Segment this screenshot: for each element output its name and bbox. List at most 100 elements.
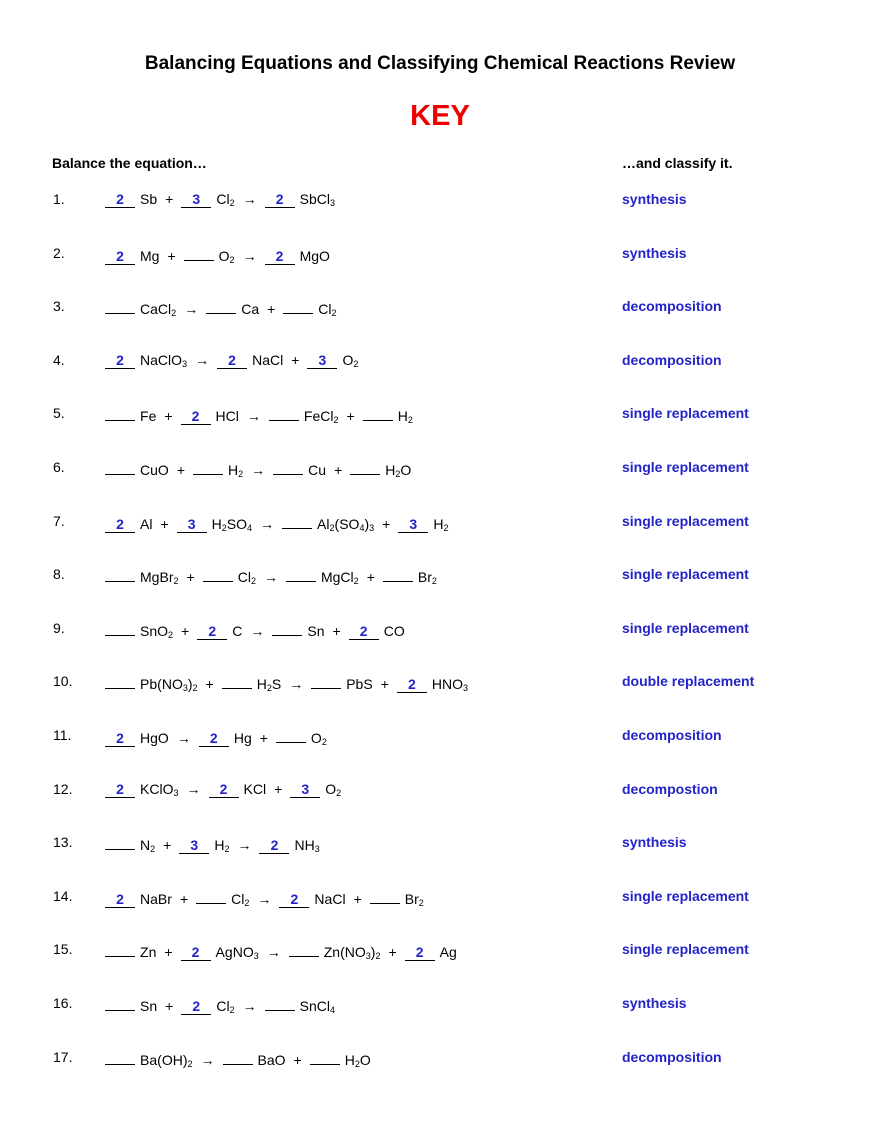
coefficient-blank: 2	[105, 192, 135, 208]
equation: 2 Al +3 H2SO4 → Al2(SO4)3 +3 H2	[105, 513, 448, 533]
item-number: 8.	[53, 566, 65, 583]
equation: 2 NaBr + Cl2 → 2 NaCl + Br2	[105, 888, 424, 908]
coefficient-blank	[272, 620, 303, 636]
plus-sign: +	[164, 944, 173, 961]
formula: NaCl	[252, 351, 284, 368]
equation: Fe +2 HCl → FeCl2 + H2	[105, 405, 413, 426]
plus-sign: +	[380, 676, 389, 693]
coefficient-blank: 2	[105, 248, 135, 265]
coefficient-blank	[309, 1049, 340, 1065]
equation-row: 3. CaCl2 → Ca + Cl2 decomposition	[0, 298, 880, 318]
formula: Cl2	[216, 191, 235, 208]
arrow: →	[260, 515, 275, 532]
coefficient-blank	[206, 298, 237, 315]
formula: Cl2	[318, 301, 337, 319]
plus-sign: +	[205, 676, 214, 693]
equation-row: 9. SnO2 +2 C → Sn +2 CO single replacement	[0, 620, 880, 640]
coefficient-blank	[350, 459, 381, 475]
equation: 2 Mg + O2 → 2 MgO	[105, 245, 330, 265]
formula: NaBr	[140, 890, 172, 907]
classification: single replacement	[622, 887, 749, 904]
formula: O2	[310, 730, 327, 747]
arrow: →	[263, 569, 278, 586]
equation-row: 15. Zn +2 AgNO3 → Zn(NO3)2 +2 Ag single replacem…	[0, 941, 880, 962]
arrow: →	[195, 351, 210, 368]
coefficient-blank: 3	[181, 192, 212, 208]
equation-row: 5. Fe +2 HCl → FeCl2 + H2 single replacement	[0, 405, 880, 426]
item-number: 3.	[53, 298, 65, 315]
formula: Ag	[439, 944, 457, 961]
classification: single replacement	[622, 512, 749, 529]
plus-sign: +	[165, 998, 174, 1014]
plus-sign: +	[353, 890, 362, 907]
arrow: →	[200, 1051, 215, 1068]
coefficient-blank: 3	[307, 352, 338, 369]
formula: AgNO3	[215, 944, 259, 962]
formula: MgCl2	[320, 569, 359, 587]
equation-row: 7. 2 Al +3 H2SO4 → Al2(SO4)3 +3 H2 single replace…	[0, 513, 880, 533]
formula: Mg	[140, 247, 160, 264]
item-number: 9.	[53, 619, 65, 636]
coefficient-blank	[105, 1049, 135, 1065]
coefficient-blank: 2	[181, 999, 212, 1015]
coefficient-blank	[193, 459, 223, 475]
coefficient-blank	[105, 298, 135, 315]
coefficient-blank	[275, 727, 306, 743]
item-number: 17.	[53, 1048, 73, 1065]
formula: PbS	[346, 676, 373, 693]
right-header: …and classify it.	[622, 155, 733, 171]
formula: HNO3	[431, 676, 469, 694]
plus-sign: +	[163, 837, 172, 854]
equation-row: 10. Pb(NO3)2 + H2S → PbS +2 HNO3 double replacem…	[0, 673, 880, 694]
formula: Br2	[417, 569, 437, 587]
equation-row: 17. Ba(OH)2 → BaO + H2O decomposition	[0, 1049, 880, 1069]
coefficient-blank: 2	[396, 677, 427, 694]
item-number: 12.	[53, 780, 73, 797]
equation: 2 HgO → 2 Hg + O2	[105, 727, 327, 747]
plus-sign: +	[382, 515, 391, 532]
arrow: →	[176, 730, 191, 746]
equation-row: 13. N2 +3 H2 → 2 NH3 synthesis	[0, 834, 880, 855]
formula: O2	[325, 780, 342, 798]
arrow: →	[242, 998, 257, 1014]
formula: Al	[140, 515, 153, 532]
equation-row: 1. 2 Sb +3 Cl2 → 2 SbCl3 synthesis	[0, 191, 880, 211]
coefficient-blank: 2	[105, 891, 135, 908]
classification: decompostion	[622, 780, 718, 797]
coefficient-blank: 2	[264, 248, 295, 265]
arrow: →	[257, 890, 272, 907]
formula: CuO	[140, 462, 169, 478]
coefficient-blank: 2	[105, 516, 135, 533]
arrow: →	[237, 837, 252, 854]
formula: KCl	[243, 780, 267, 797]
coefficient-blank	[105, 566, 135, 583]
item-number: 1.	[53, 191, 65, 207]
coefficient-blank	[282, 513, 313, 529]
formula: Al2(SO4)3	[317, 515, 375, 533]
plus-sign: +	[176, 462, 185, 478]
equation: MgBr2 + Cl2 → MgCl2 + Br2	[105, 566, 437, 587]
equation: Pb(NO3)2 + H2S → PbS +2 HNO3	[105, 673, 469, 694]
formula: Zn(NO3)2	[323, 944, 381, 962]
formula: Ba(OH)2	[140, 1051, 193, 1069]
formula: H2	[228, 462, 244, 479]
coefficient-blank: 2	[180, 409, 211, 426]
formula: Hg	[233, 730, 252, 746]
plus-sign: +	[293, 1051, 302, 1068]
plus-sign: +	[259, 730, 268, 746]
plus-sign: +	[167, 247, 176, 264]
plus-sign: +	[334, 462, 343, 478]
arrow: →	[242, 191, 257, 207]
coefficient-blank	[105, 834, 135, 851]
formula: KClO3	[140, 780, 179, 798]
plus-sign: +	[181, 622, 190, 639]
item-number: 10.	[53, 673, 73, 690]
equation-row: 14. 2 NaBr + Cl2 → 2 NaCl + Br2 single replacement	[0, 888, 880, 908]
coefficient-blank: 2	[404, 945, 435, 962]
plus-sign: +	[186, 569, 195, 586]
coefficient-blank	[105, 941, 135, 958]
item-number: 2.	[53, 244, 65, 261]
coefficient-blank	[273, 459, 304, 475]
formula: H2	[214, 837, 230, 855]
coefficient-blank: 2	[217, 352, 248, 369]
